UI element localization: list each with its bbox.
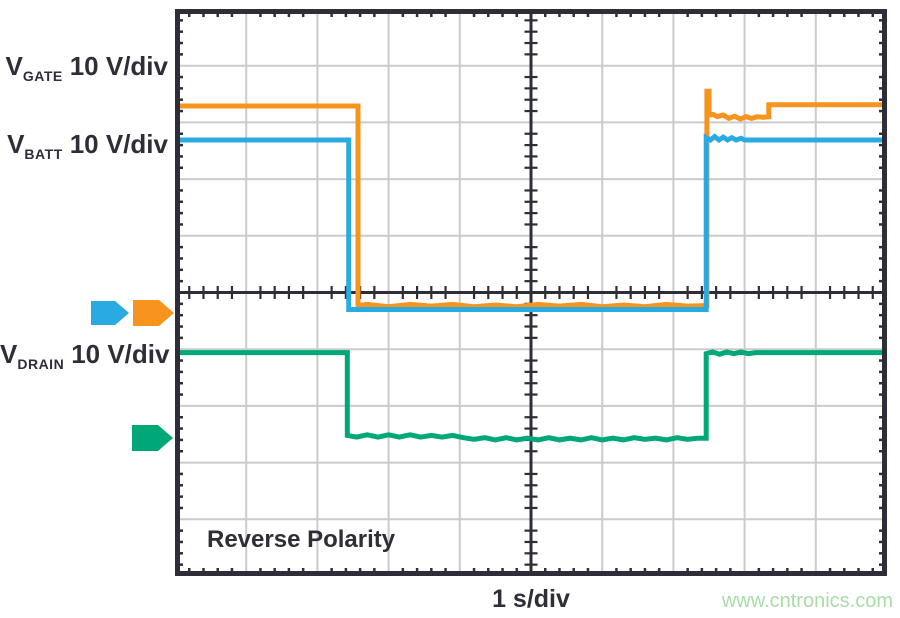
channel-label-vbatt: VBATT 10 V/div <box>0 129 168 162</box>
timebase-label: 1 s/div <box>492 585 570 613</box>
vgate-ground-arrow-icon <box>133 300 174 326</box>
vdrain-ground-arrow-icon <box>132 425 173 451</box>
vdrain-scale: 10 V/div <box>71 339 170 369</box>
trace-v-gate <box>175 88 887 310</box>
vbatt-ground-arrow-icon <box>91 300 129 326</box>
vgate-symbol: V <box>5 51 23 81</box>
vbatt-symbol: V <box>7 129 25 159</box>
vgate-subscript: GATE <box>22 68 63 84</box>
channel-label-vgate: VGATE 10 V/div <box>0 51 168 84</box>
vgate-ground-arrow-shape <box>133 300 174 326</box>
channel-label-vdrain: VDRAIN 10 V/div <box>0 339 170 372</box>
scope-plot-svg <box>175 9 887 576</box>
trace-v-batt <box>175 133 887 312</box>
scope-border <box>175 9 887 576</box>
vbatt-scale: 10 V/div <box>69 129 168 159</box>
vbatt-ground-arrow-shape <box>91 300 129 326</box>
vgate-scale: 10 V/div <box>69 51 168 81</box>
scope-graticule: Reverse Polarity <box>175 9 887 576</box>
trace-v-drain <box>175 349 887 443</box>
vdrain-symbol: V <box>0 339 18 369</box>
watermark-text: www.cntronics.com <box>721 590 893 612</box>
annotation-reverse-polarity: Reverse Polarity <box>207 526 396 553</box>
vdrain-subscript: DRAIN <box>17 356 65 372</box>
vbatt-subscript: BATT <box>24 146 63 162</box>
vdrain-ground-arrow-shape <box>132 425 173 451</box>
